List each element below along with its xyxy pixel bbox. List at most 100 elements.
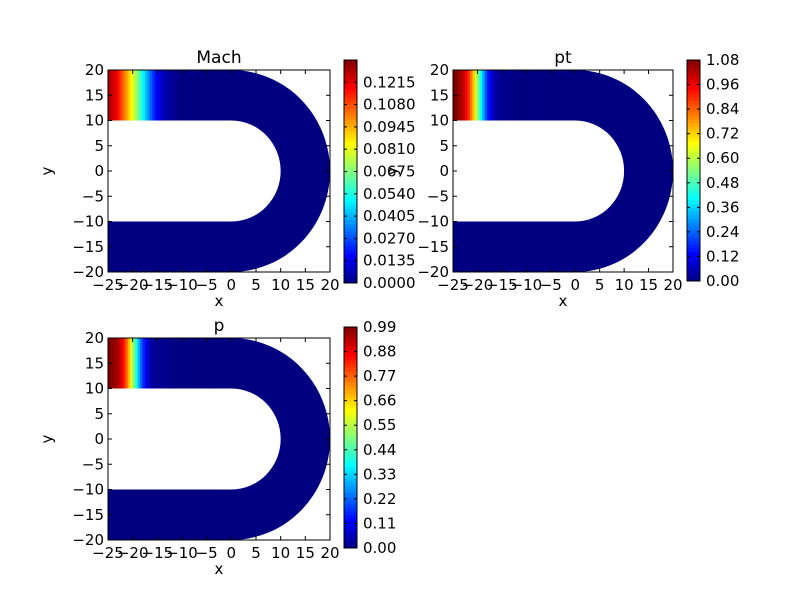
field-cell — [484, 70, 488, 121]
colorbar-segment — [687, 218, 700, 223]
colorbar-segment — [687, 85, 700, 90]
colorbar-segment — [344, 536, 357, 542]
field-cell — [132, 338, 136, 389]
colorbar-segment — [687, 141, 700, 146]
field-cell — [162, 338, 166, 389]
colorbar-segment — [344, 89, 357, 94]
x-tick-label: 0 — [570, 276, 580, 294]
colorbar-segment — [687, 104, 700, 109]
field-cell — [492, 70, 496, 121]
y-tick-label: −15 — [72, 506, 104, 524]
colorbar-segment — [344, 481, 357, 486]
field-cell — [162, 70, 166, 121]
x-tick-label: 15 — [296, 276, 315, 294]
colorbar-segment — [687, 129, 700, 135]
colorbar-tick-label: 0.00 — [363, 539, 396, 557]
colorbar-segment — [687, 269, 700, 275]
field-cell — [457, 70, 461, 121]
field-cell — [137, 70, 141, 121]
colorbar-segment — [687, 266, 700, 271]
field-cell — [184, 70, 188, 121]
colorbar-segment — [687, 211, 700, 216]
field-cell — [117, 70, 121, 121]
colorbar-segment — [344, 138, 357, 143]
colorbar-segment — [344, 327, 357, 332]
colorbar-segment — [687, 181, 700, 186]
colorbar-segment — [344, 518, 357, 523]
colorbar-segment — [344, 60, 357, 65]
colorbar-tick-label: 0.0540 — [363, 185, 416, 203]
x-tick-label: −5 — [196, 544, 218, 562]
colorbar-segment — [344, 503, 357, 508]
colorbar-segment — [687, 122, 700, 127]
colorbar-segment — [344, 514, 357, 520]
colorbar-segment — [344, 400, 357, 405]
colorbar-segment — [344, 74, 357, 80]
colorbar-segment — [344, 193, 357, 199]
colorbar-segment — [344, 371, 357, 376]
colorbar-segment — [344, 500, 357, 505]
x-tick-label: 15 — [639, 276, 658, 294]
field-cell — [154, 70, 158, 121]
colorbar-segment — [687, 225, 700, 230]
colorbar-segment — [344, 100, 357, 106]
colorbar-segment — [344, 345, 357, 350]
colorbar-segment — [344, 279, 357, 284]
colorbar-segment — [344, 260, 357, 265]
field-cell — [470, 70, 474, 121]
field-cell — [130, 70, 134, 121]
field-cell — [140, 70, 144, 121]
colorbar-segment — [687, 133, 700, 138]
y-axis-label: y — [383, 166, 401, 175]
colorbar-segment — [344, 492, 357, 497]
colorbar-segment — [344, 404, 357, 409]
colorbar-segment — [344, 67, 357, 72]
colorbar-segment — [687, 137, 700, 142]
y-tick-label: 5 — [94, 137, 104, 155]
x-tick-label: −10 — [511, 276, 543, 294]
x-tick-label: 5 — [251, 544, 261, 562]
field-cell — [167, 338, 171, 389]
field-cell — [127, 338, 131, 389]
field-cell — [545, 70, 549, 121]
field-cell — [159, 338, 163, 389]
field-cell — [194, 70, 198, 121]
field-cell — [179, 70, 183, 121]
y-tick-label: 15 — [85, 86, 104, 104]
y-axis-label: y — [38, 166, 56, 175]
colorbar-segment — [687, 244, 700, 249]
colorbar-segment — [344, 466, 357, 472]
x-tick-label: −15 — [142, 544, 174, 562]
field-cell — [204, 338, 208, 389]
colorbar-segment — [687, 207, 700, 212]
field-cell — [174, 70, 178, 121]
field-cell — [169, 70, 173, 121]
colorbar-tick-label: 0.00 — [706, 272, 739, 290]
colorbar-segment — [344, 134, 357, 139]
field-cell — [172, 70, 176, 121]
field-cell — [194, 338, 198, 389]
field-cell — [142, 338, 146, 389]
colorbar-segment — [344, 367, 357, 372]
field-cell — [536, 70, 540, 121]
x-tick-label: −25 — [92, 544, 124, 562]
colorbar-segment — [344, 341, 357, 346]
colorbar-segment — [344, 145, 357, 150]
colorbar-tick-label: 0.96 — [706, 76, 739, 94]
field-cell — [149, 70, 153, 121]
colorbar-segment — [687, 60, 700, 65]
colorbar-segment — [344, 522, 357, 527]
colorbar-segment — [687, 126, 700, 131]
colorbar-segment — [687, 233, 700, 238]
colorbar-segment — [344, 455, 357, 461]
x-tick-label: 15 — [296, 544, 315, 562]
colorbar-tick-label: 0.1215 — [363, 73, 416, 91]
colorbar-segment — [344, 489, 357, 494]
colorbar-segment — [344, 374, 357, 380]
colorbar-segment — [344, 108, 357, 113]
field-cell — [145, 338, 149, 389]
colorbar-segment — [344, 533, 357, 538]
colorbar-segment — [344, 234, 357, 239]
field-cell — [531, 70, 535, 121]
colorbar-segment — [344, 411, 357, 416]
